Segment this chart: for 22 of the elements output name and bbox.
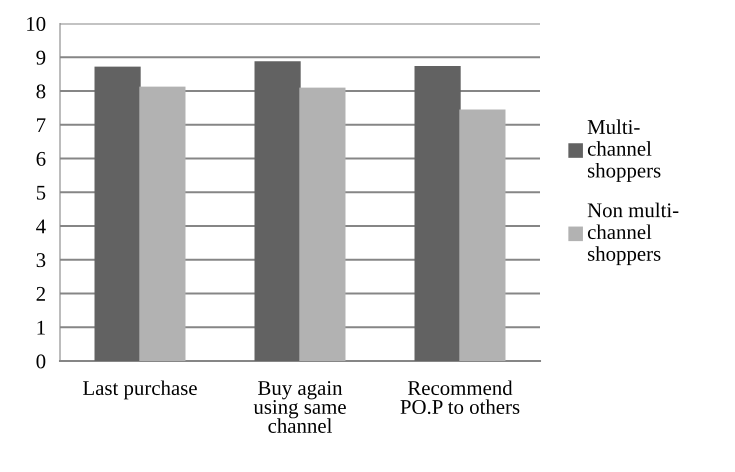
bar [414,66,461,361]
x-tick-label: Recommend PO.P to others [400,380,520,414]
legend-label: Non multi- channel shoppers [588,202,678,266]
y-tick-label: 10 [27,16,46,31]
y-tick-label: 5 [36,186,46,200]
y-tick-label: 2 [36,286,45,301]
y-tick-label: 7 [37,118,46,132]
y-tick-label: 1 [38,320,45,334]
bar [459,110,506,361]
x-tick-label: Last purchase [83,380,197,400]
x-tick-label: Buy again using same channel [254,381,346,433]
y-tick-label: 4 [36,220,46,234]
bar [299,88,346,361]
y-tick-label: 8 [36,84,46,98]
y-tick-label: 0 [36,354,46,368]
y-tick-label: 3 [36,253,46,268]
bar [139,86,186,361]
bar [254,61,301,361]
y-tick-label: 6 [36,152,46,166]
y-tick-label: 9 [36,50,46,65]
bar [94,66,141,361]
legend-label: Multi- channel shoppers [588,119,660,182]
